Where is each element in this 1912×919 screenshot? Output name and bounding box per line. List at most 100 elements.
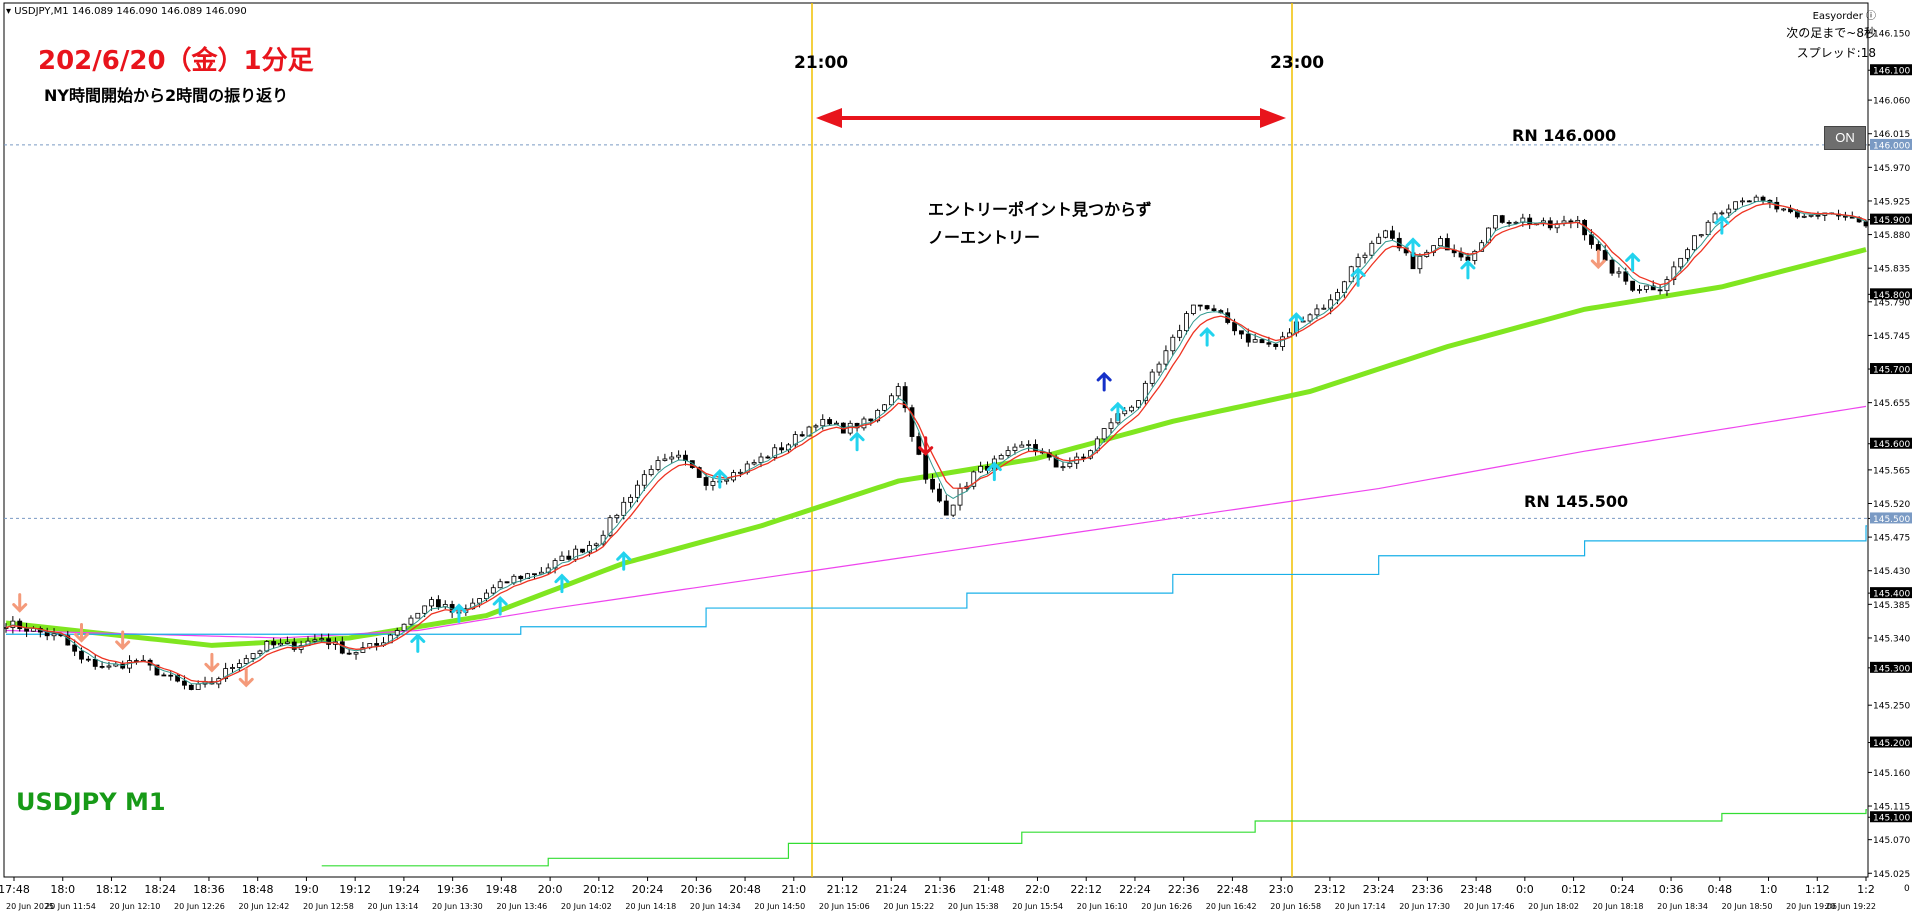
x-tick-label: 0:48 <box>1707 883 1732 896</box>
y-tick-label: 145.430 <box>1873 567 1910 577</box>
candle-body <box>998 455 1004 460</box>
candle-body <box>573 548 579 560</box>
candle-body <box>957 488 963 506</box>
candle-body <box>1307 314 1313 322</box>
y-tick-label: 145.340 <box>1873 634 1910 644</box>
chart-title: 202/6/20（金）1分足 <box>38 46 314 76</box>
y-tick-highlight <box>1870 587 1912 599</box>
ma-teal-line <box>5 200 1867 685</box>
x-tick-label: 18:36 <box>193 883 225 896</box>
on-button[interactable]: ON <box>1824 126 1866 150</box>
x-date-label: 20 Jun 12:58 <box>303 902 354 911</box>
info-icon[interactable]: ⓘ <box>1866 11 1876 22</box>
candle-body <box>676 454 682 458</box>
y-tick-label: 145.745 <box>1873 332 1910 342</box>
x-date-label: 20 Jun 16:58 <box>1270 902 1321 911</box>
candle-body <box>1232 322 1237 332</box>
signal-arrow-down <box>1590 249 1606 270</box>
countdown-label: 次の足まで~8秒 <box>1786 26 1876 40</box>
plot-frame <box>3 2 1869 878</box>
candle-body <box>1108 422 1114 429</box>
candle-body <box>532 573 537 576</box>
easyorder-label[interactable]: Easyorder ⓘ <box>1812 11 1876 22</box>
y-tick-label: 146.100 <box>1873 67 1910 77</box>
signal-arrow-up <box>1350 267 1366 287</box>
candle-body <box>930 478 935 490</box>
candle-body <box>161 674 167 677</box>
x-tick-label: 19:0 <box>294 883 319 896</box>
x-date-label: 20 Jun 19:06 <box>1786 902 1837 911</box>
y-tick-label: 146.000 <box>1873 141 1910 151</box>
candle-body <box>1341 281 1347 293</box>
y-tick-label: 145.475 <box>1873 534 1910 544</box>
candle-body <box>24 628 29 632</box>
signal-arrow-up <box>1714 214 1730 235</box>
candle-body <box>106 665 112 668</box>
y-tick-label: 145.925 <box>1873 197 1910 207</box>
x-tick-label: 23:12 <box>1314 883 1346 896</box>
candle-body <box>51 633 57 637</box>
candle-body <box>703 477 709 486</box>
x-tick-label: 20:0 <box>538 883 563 896</box>
candle-body <box>1376 236 1382 244</box>
candle-body <box>236 663 242 668</box>
candle-body <box>1170 336 1176 352</box>
candle-body <box>1753 196 1759 202</box>
dropdown-icon[interactable]: ▾ <box>6 6 12 17</box>
signal-arrow-down <box>12 593 28 613</box>
candle-body <box>895 386 901 397</box>
y-tick-label: 145.835 <box>1873 265 1910 275</box>
x-tick-label: 17:48 <box>0 883 30 896</box>
candle-body <box>689 460 695 468</box>
candle-body <box>188 684 194 690</box>
candle-body <box>1314 308 1320 316</box>
signal-arrow-up <box>712 468 728 489</box>
candle-body <box>1142 382 1148 402</box>
y-tick-highlight <box>1870 64 1912 76</box>
candle-body <box>827 419 833 425</box>
y-tick-label: 145.790 <box>1873 298 1910 308</box>
candle-body <box>1815 214 1821 217</box>
y-tick-label: 145.100 <box>1873 814 1910 824</box>
x-tick-label: 19:24 <box>388 883 420 896</box>
x-tick-label: 19:48 <box>486 883 518 896</box>
candle-body <box>504 581 510 584</box>
candle-body <box>751 462 757 465</box>
candle-body <box>353 652 359 655</box>
signal-arrow-up <box>1460 259 1476 280</box>
x-tick-label: 20:24 <box>632 883 664 896</box>
candle-body <box>1204 305 1210 310</box>
signal-arrow-down-red <box>918 436 934 456</box>
x-tick-label: 21:48 <box>973 883 1005 896</box>
signal-arrow-up <box>410 633 426 653</box>
candle-body <box>1101 428 1107 440</box>
y-tick-label: 145.160 <box>1873 769 1910 779</box>
y-tick-highlight <box>1870 213 1912 225</box>
candle-body <box>497 581 503 589</box>
candle-body <box>1163 350 1169 365</box>
candle-body <box>1609 259 1615 274</box>
candle-body <box>1252 339 1258 343</box>
candle-body <box>923 453 929 480</box>
candle-body <box>820 419 826 427</box>
candle-body <box>243 658 249 664</box>
candle-body <box>978 465 984 473</box>
candle-body <box>1685 249 1690 259</box>
signal-arrow-down <box>238 667 254 688</box>
candle-body <box>92 658 98 667</box>
y-tick-label: 145.700 <box>1873 366 1910 376</box>
x-date-label: 20 Jun 14:50 <box>754 902 805 911</box>
signal-arrow-down <box>115 630 131 651</box>
rn-label-upper: RN 146.000 <box>1512 126 1617 145</box>
candle-body <box>586 545 592 553</box>
candle-body <box>1733 201 1738 210</box>
candle-body <box>1492 215 1498 229</box>
x-tick-label: 0:0 <box>1516 883 1534 896</box>
candle-body <box>1527 217 1533 225</box>
candle-body <box>1760 196 1766 201</box>
candle-body <box>1630 280 1636 291</box>
y-tick-highlight <box>1870 736 1912 748</box>
candle-body <box>484 592 489 599</box>
candle-body <box>1033 444 1038 452</box>
